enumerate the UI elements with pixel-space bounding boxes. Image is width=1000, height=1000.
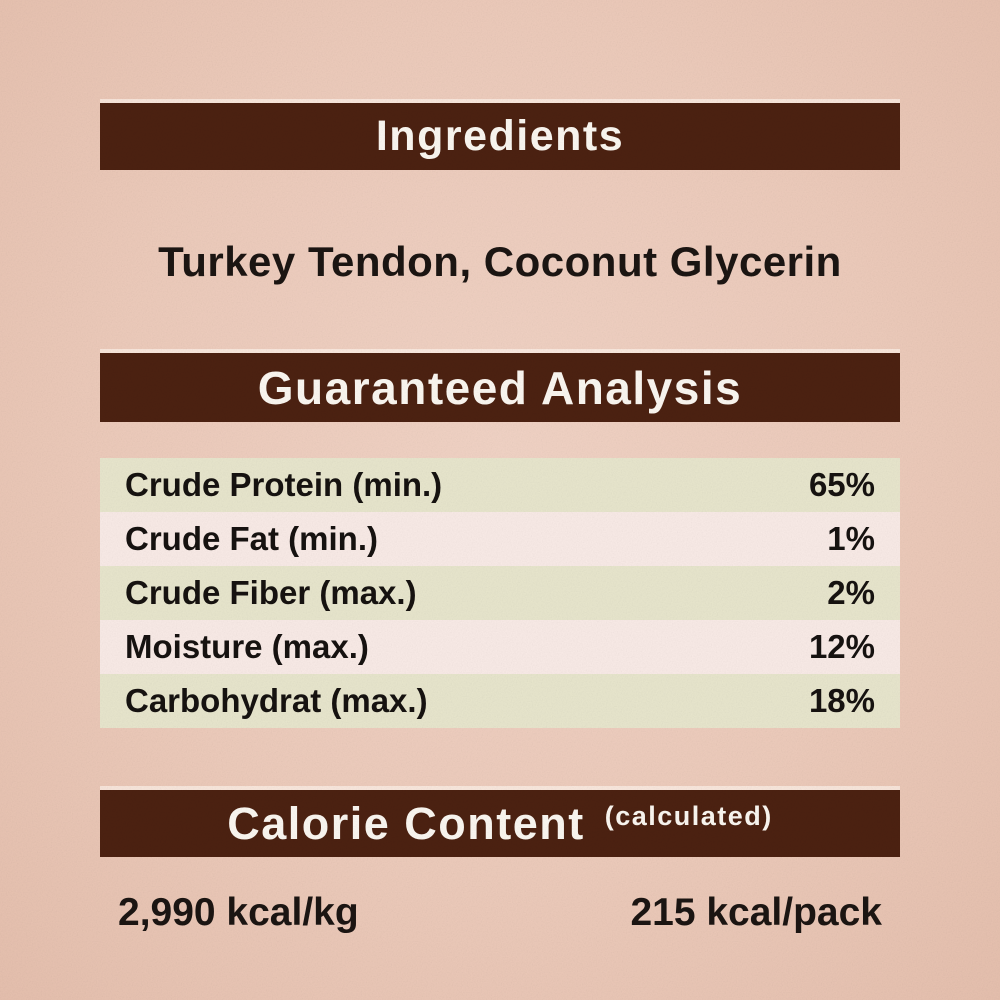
analysis-row: Crude Protein (min.) 65% (100, 458, 900, 512)
guaranteed-analysis-title: Guaranteed Analysis (257, 361, 743, 414)
nutrient-value: 65% (808, 466, 875, 503)
calorie-content-qualifier: (calculated) (604, 801, 773, 831)
calorie-content-header: Calorie Content (calculated) (100, 790, 900, 857)
guaranteed-analysis-table: Crude Protein (min.) 65% Crude Fat (min.) 1… (100, 458, 900, 728)
analysis-row: Carbohydrat (max.) 18% (100, 674, 900, 728)
kcal-per-pack: 215 kcal/pack (630, 891, 882, 934)
nutrient-value: 1% (827, 520, 875, 557)
calorie-content-title-group: Calorie Content (calculated) (227, 790, 773, 857)
analysis-row: Crude Fiber (max.) 2% (100, 566, 900, 620)
nutrient-label: Crude Fiber (max.) (125, 574, 417, 611)
nutrient-label: Crude Fat (min.) (125, 520, 378, 557)
nutrient-label: Crude Protein (min.) (125, 466, 443, 503)
ingredients-list: Turkey Tendon, Coconut Glycerin (158, 238, 842, 285)
kcal-per-kg: 2,990 kcal/kg (118, 891, 359, 934)
guaranteed-analysis-header: Guaranteed Analysis (100, 353, 900, 422)
nutrient-label: Carbohydrat (max.) (125, 682, 428, 719)
ingredients-title: Ingredients (375, 112, 625, 160)
analysis-row: Crude Fat (min.) 1% (100, 512, 900, 566)
nutrient-value: 2% (827, 574, 875, 611)
calorie-content-title: Calorie Content (227, 798, 585, 849)
nutrient-value: 18% (808, 682, 875, 719)
ingredients-header: Ingredients (100, 103, 900, 170)
analysis-row: Moisture (max.) 12% (100, 620, 900, 674)
nutrient-label: Moisture (max.) (125, 628, 369, 665)
nutrient-value: 12% (808, 628, 875, 665)
calorie-values-row: 2,990 kcal/kg 215 kcal/pack (100, 891, 900, 935)
